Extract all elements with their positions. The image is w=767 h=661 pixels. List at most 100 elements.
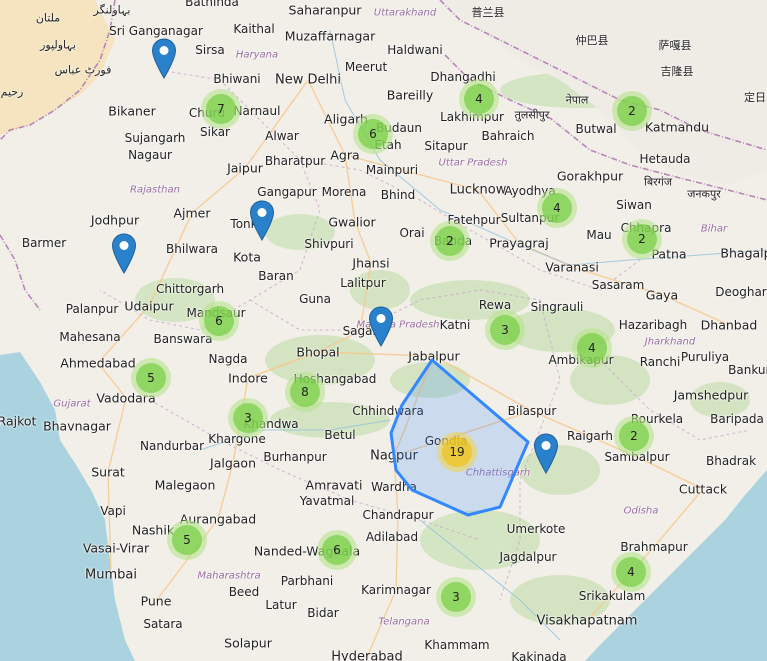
place-label: Jharkhand [644,336,696,348]
place-label: Telangana [378,616,430,628]
place-label: Chandrapur [362,508,434,522]
place-label: Bahraich [481,129,535,143]
place-label: Sitapur [424,139,468,153]
marker-cluster[interactable]: 2 [430,221,470,261]
marker-cluster[interactable]: 2 [614,416,654,456]
place-label: Gorakhpur [556,168,624,184]
place-label: Yavatmal [299,494,355,508]
place-label: Bidar [307,606,339,620]
place-label: Sujangarh [124,131,186,145]
place-label: Mau [586,228,612,242]
place-label: Gaya [645,287,679,303]
map-pin-icon[interactable] [533,433,559,474]
place-label: तुलसीपुर [514,108,550,122]
map-pin-icon[interactable] [111,233,137,274]
place-label: Vapi [100,504,126,518]
place-label: Karimnagar [361,583,431,597]
place-label: Amravati [305,477,363,493]
place-label: Uttar Pradesh [438,157,508,169]
place-label: Malegaon [154,477,216,493]
place-label: Srikakulam [578,589,646,603]
place-label: Mumbai [85,567,137,583]
place-label: Bhavnagar [43,418,111,434]
place-label: Jodhpur [90,212,140,228]
marker-cluster[interactable]: 6 [353,114,393,154]
place-label: Uttarakhand [373,7,437,19]
place-label: Sambalpur [604,450,670,464]
place-label: Haryana [235,49,279,61]
place-label: Burhanpur [263,450,327,464]
place-label: Nagaur [128,148,172,162]
place-label: Khammam [424,638,490,652]
place-label: नेपाल [565,93,589,107]
place-label: 仲巴县 [575,34,609,47]
place-label: Bilaspur [507,404,557,418]
marker-cluster[interactable]: 7 [201,89,241,129]
cluster-count: 6 [322,535,352,565]
place-label: بہاولنگر [93,3,131,17]
place-label: Ahmedabad [60,355,136,371]
place-label: Jalgaon [210,455,256,471]
place-label: Sagar [342,324,378,338]
marker-cluster[interactable]: 2 [622,219,662,259]
place-label: Guna [299,292,331,306]
map-pin-icon[interactable] [249,200,275,241]
arabian-sea [0,352,135,661]
place-label: Bharatpur [264,154,326,168]
cluster-count: 5 [136,363,166,393]
place-label: 吉隆县 [660,65,694,78]
marker-cluster[interactable]: 6 [317,530,357,570]
rivers [199,29,767,641]
place-label: Nashik [131,522,175,538]
place-label: Baran [258,269,294,283]
place-label: Kakinada [511,650,567,661]
place-label: فورٹ عباس [54,63,112,77]
place-label: Bhagalp [720,245,767,261]
cluster-count: 4 [577,333,607,363]
cluster-count: 4 [542,193,572,223]
place-label: Bikaner [108,103,156,119]
marker-cluster[interactable]: 3 [485,310,525,350]
place-label: Barmer [21,236,67,250]
place-label: Parbhani [280,574,334,588]
marker-cluster[interactable]: 4 [572,328,612,368]
marker-cluster[interactable]: 4 [459,79,499,119]
place-label: Jhansi [352,255,390,271]
place-label: بہاولپور [40,38,76,52]
marker-cluster[interactable]: 5 [167,520,207,560]
place-label: Jabalpur [408,348,460,364]
place-label: Madhya Pradesh [356,319,440,331]
marker-cluster[interactable]: 2 [612,91,652,131]
place-label: Bhadrak [705,454,757,468]
place-label: Umerkote [506,522,566,536]
place-label: Chhattisgarh [466,468,531,479]
marker-cluster[interactable]: 19 [437,432,477,472]
place-label: Varanasi [545,259,599,275]
marker-cluster[interactable]: 4 [537,188,577,228]
cluster-count: 2 [619,421,649,451]
marker-cluster[interactable]: 8 [285,372,325,412]
marker-cluster[interactable]: 4 [611,552,651,592]
place-label: Kaithal [233,22,275,36]
map-pin-icon[interactable] [151,38,177,79]
place-label: Sri Ganganagar [109,24,203,38]
marker-cluster[interactable]: 3 [228,398,268,438]
marker-cluster[interactable]: 5 [131,358,171,398]
cluster-count: 4 [464,84,494,114]
place-label: Dhanbad [700,317,758,333]
place-label: Rajasthan [130,184,180,196]
place-label: Solapur [224,635,272,651]
map-pin-icon[interactable] [368,306,394,347]
place-label: Lalitpur [340,276,386,290]
place-label: Vasai-Virar [82,540,150,556]
cluster-count: 7 [206,94,236,124]
place-label: Katni [439,318,471,332]
marker-cluster[interactable]: 6 [199,301,239,341]
marker-cluster[interactable]: 3 [436,577,476,617]
place-label: Tonk [230,217,258,231]
place-label: Hazaribagh [618,318,688,332]
place-label: Ajmer [173,205,211,221]
place-label: Haldwani [387,43,443,57]
place-label: Udaipur [124,298,174,314]
